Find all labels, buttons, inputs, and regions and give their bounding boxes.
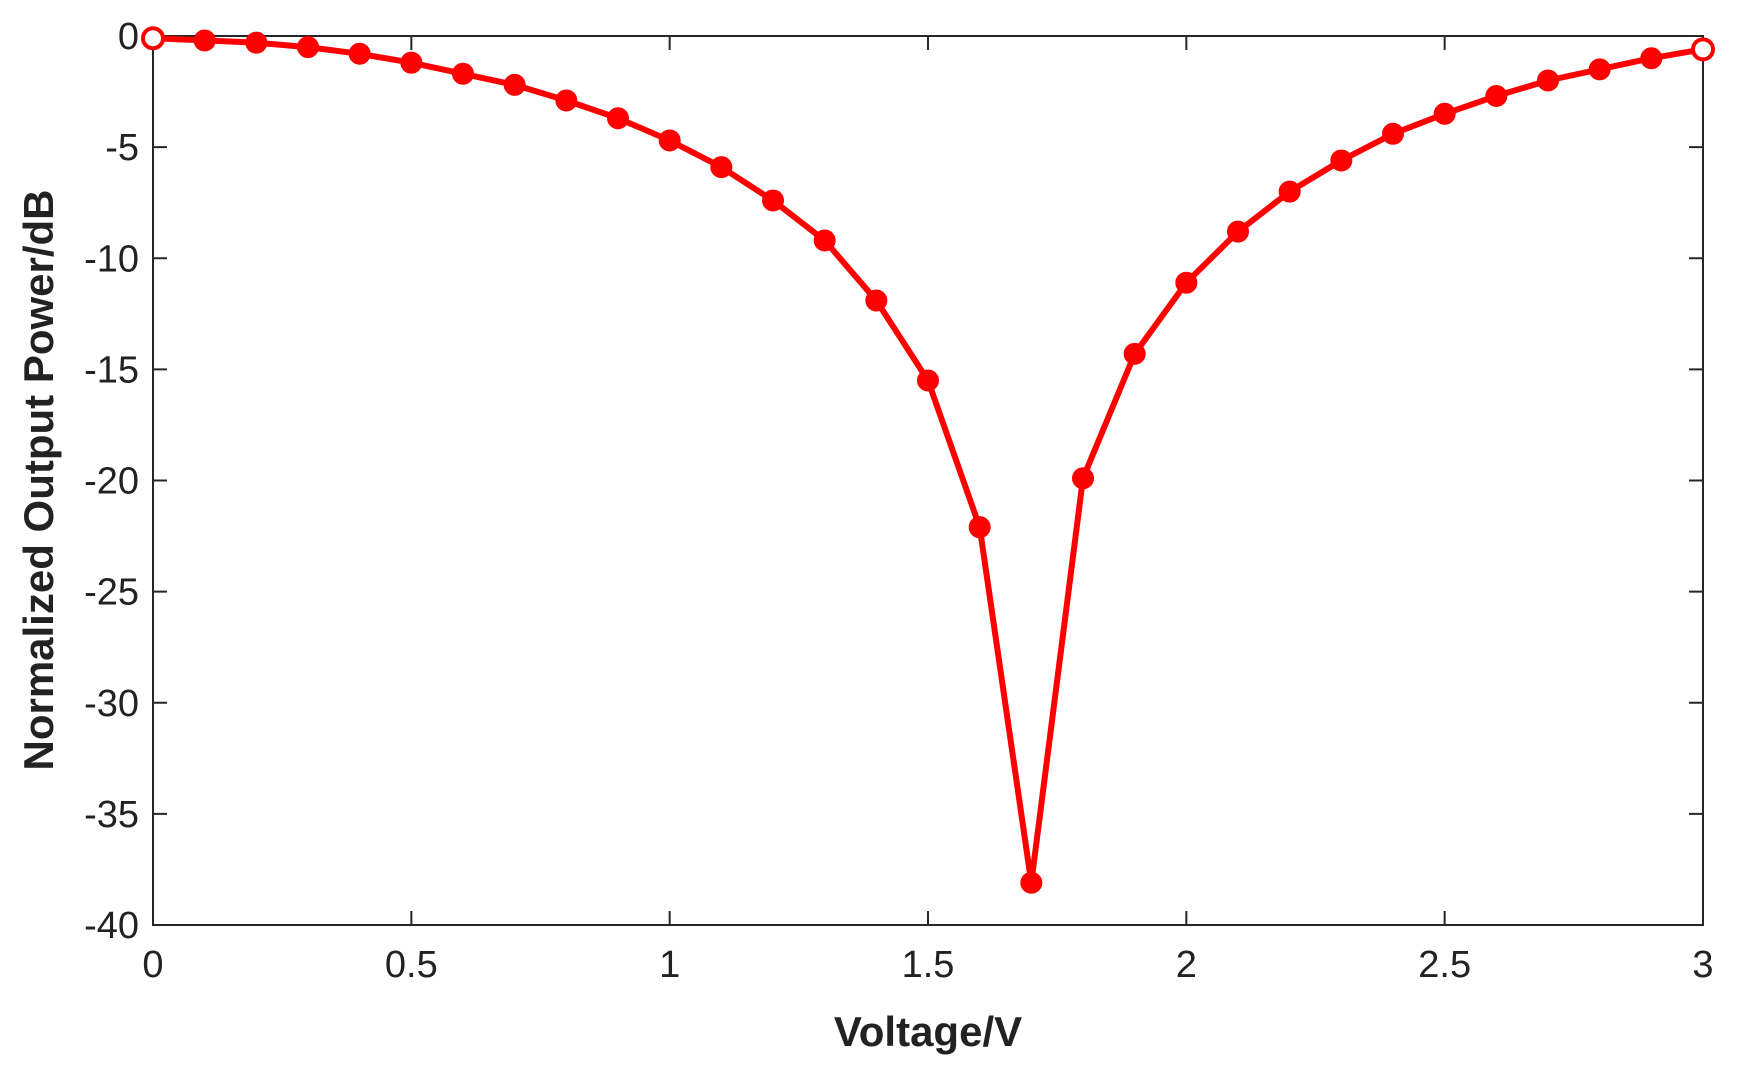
y-axis-ticks: 0 -5 -10 -15 -20 -25 -30 -35 -40 xyxy=(84,16,1703,947)
y-tick-label: -10 xyxy=(84,238,139,280)
data-point xyxy=(141,26,165,51)
data-point xyxy=(865,289,888,312)
data-point xyxy=(762,189,784,212)
plot-area xyxy=(152,35,1704,926)
data-point xyxy=(658,129,681,152)
data-point xyxy=(1175,271,1198,294)
x-tick-label: 2.5 xyxy=(1418,944,1471,986)
y-tick-label: -35 xyxy=(84,794,139,836)
data-point xyxy=(1537,69,1559,92)
x-tick-label: 0.5 xyxy=(385,944,438,986)
data-point xyxy=(1382,122,1404,145)
x-tick-label: 0 xyxy=(142,944,163,986)
data-point xyxy=(813,229,836,252)
y-tick-label: -20 xyxy=(84,461,139,503)
data-point xyxy=(1020,871,1043,894)
data-point xyxy=(1433,102,1456,125)
data-point xyxy=(1123,342,1146,365)
x-tick-label: 1.5 xyxy=(902,944,955,986)
data-point xyxy=(1640,47,1663,70)
data-point xyxy=(348,42,371,65)
x-tick-label: 1 xyxy=(659,944,680,986)
data-point xyxy=(193,29,216,52)
y-tick-label: -25 xyxy=(84,572,139,614)
series-layer xyxy=(141,26,1715,894)
data-point xyxy=(245,31,268,54)
y-axis-label: Normalized Output Power/dB xyxy=(15,189,62,770)
data-point xyxy=(1588,58,1611,81)
data-point xyxy=(710,156,733,179)
y-tick-label: -5 xyxy=(105,127,139,169)
data-point xyxy=(1330,149,1353,172)
x-axis-label: Voltage/V xyxy=(834,1008,1022,1055)
x-axis-ticks: 0 0.5 1 1.5 2 2.5 3 xyxy=(142,36,1714,986)
data-point xyxy=(917,369,939,392)
y-tick-label: -15 xyxy=(84,349,139,391)
data-point xyxy=(1072,467,1094,490)
data-point xyxy=(1227,220,1249,243)
data-point xyxy=(503,73,526,96)
data-point xyxy=(1485,85,1508,108)
y-tick-label: -40 xyxy=(84,905,139,947)
data-point xyxy=(1278,180,1301,203)
y-tick-label: -30 xyxy=(84,683,139,725)
data-point xyxy=(297,36,319,59)
x-tick-label: 2 xyxy=(1176,944,1197,986)
data-point xyxy=(555,89,578,112)
data-point xyxy=(607,107,629,130)
data-point xyxy=(452,62,474,85)
x-tick-label: 3 xyxy=(1692,944,1713,986)
data-point xyxy=(968,516,991,539)
data-point xyxy=(1691,37,1715,62)
data-point xyxy=(400,51,423,74)
y-tick-label: 0 xyxy=(118,16,139,58)
